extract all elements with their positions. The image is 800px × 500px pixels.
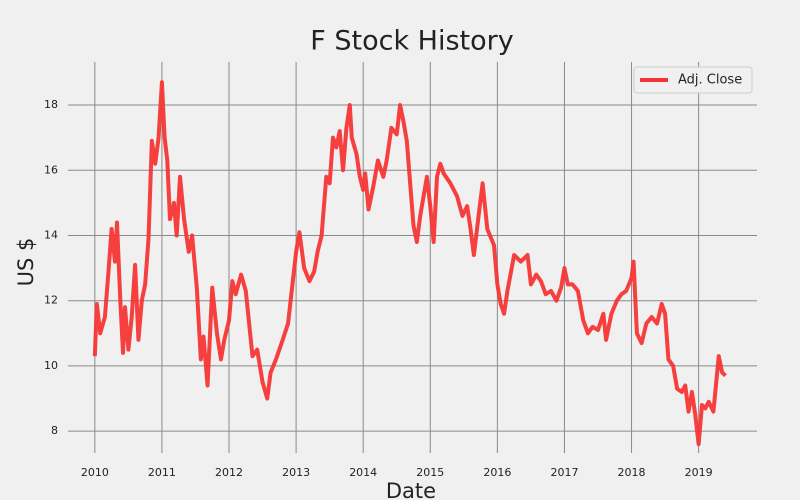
x-tick-label: 2017 — [550, 466, 578, 479]
y-tick-label: 16 — [44, 163, 58, 176]
y-axis-label: US $ — [14, 238, 38, 287]
grid: 8 10 12 14 16 18 2010 2011 2012 2013 2014 2015 2016 2… — [44, 62, 757, 479]
x-tick-label: 2015 — [416, 466, 444, 479]
y-tick-label: 18 — [44, 98, 58, 111]
y-tick-label: 8 — [51, 424, 58, 437]
data-line — [92, 80, 727, 447]
x-tick-label: 2010 — [81, 466, 109, 479]
legend-label: Adj. Close — [678, 73, 742, 88]
y-tick-label: 10 — [44, 359, 58, 372]
legend: Adj. Close — [633, 66, 753, 94]
x-tick-label: 2012 — [215, 466, 243, 479]
x-tick-label: 2018 — [618, 466, 646, 479]
x-tick-label: 2016 — [483, 466, 511, 479]
y-tick-label: 12 — [44, 294, 58, 307]
x-axis-label: Date — [386, 479, 436, 500]
legend-box — [633, 66, 753, 94]
x-tick-label: 2013 — [282, 466, 310, 479]
x-tick-label: 2011 — [148, 466, 176, 479]
x-tick-label: 2019 — [685, 466, 713, 479]
x-tick-label: 2014 — [349, 466, 377, 479]
chart-title: F Stock History — [310, 26, 513, 57]
y-tick-label: 14 — [44, 228, 58, 241]
plot — [92, 80, 727, 447]
